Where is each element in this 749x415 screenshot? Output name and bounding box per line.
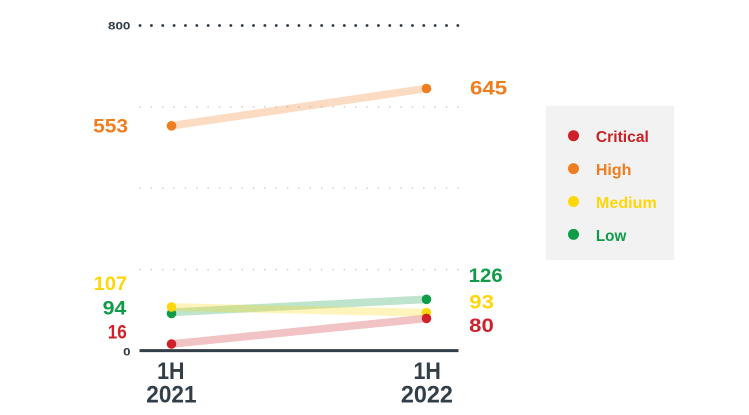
svg-text:645: 645 <box>470 78 507 100</box>
svg-text:Low: Low <box>596 228 627 245</box>
svg-text:80: 80 <box>469 315 494 337</box>
svg-text:800: 800 <box>108 21 130 33</box>
svg-text:93: 93 <box>469 291 494 313</box>
svg-text:16: 16 <box>108 322 127 344</box>
svg-text:Critical: Critical <box>596 129 649 146</box>
svg-text:2021: 2021 <box>146 382 196 409</box>
svg-text:2022: 2022 <box>401 382 453 409</box>
svg-text:553: 553 <box>93 115 128 137</box>
svg-text:1H: 1H <box>414 358 441 385</box>
svg-text:Medium: Medium <box>596 195 657 212</box>
svg-text:1H: 1H <box>157 358 184 385</box>
svg-text:107: 107 <box>94 273 127 295</box>
svg-text:94: 94 <box>103 297 127 319</box>
svg-text:High: High <box>596 162 632 179</box>
svg-text:0: 0 <box>123 347 130 359</box>
svg-text:126: 126 <box>469 265 503 287</box>
